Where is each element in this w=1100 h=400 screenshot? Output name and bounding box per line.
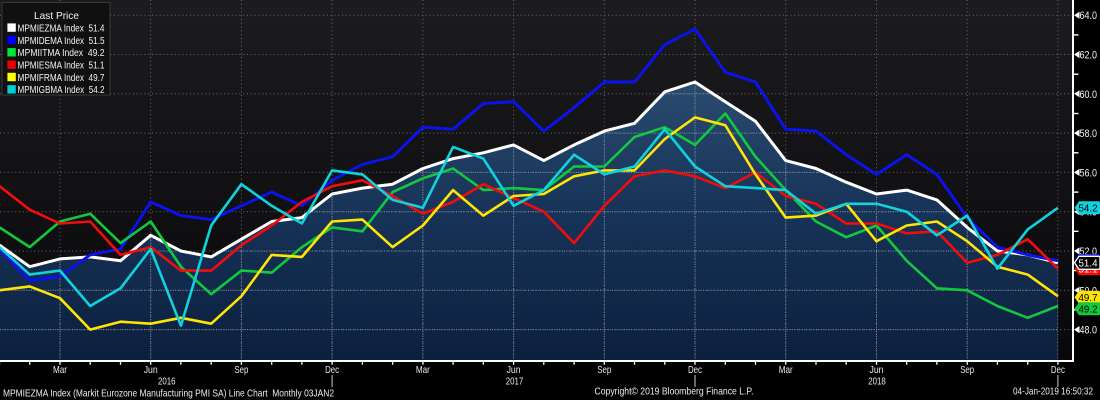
svg-text:64.0: 64.0 xyxy=(1080,10,1098,22)
svg-text:2016: 2016 xyxy=(158,376,176,388)
svg-text:2017: 2017 xyxy=(506,376,524,388)
svg-text:Mar: Mar xyxy=(779,364,793,376)
svg-text:56.0: 56.0 xyxy=(1080,167,1098,179)
svg-text:48.0: 48.0 xyxy=(1080,325,1098,337)
svg-text:Dec: Dec xyxy=(1051,364,1065,376)
svg-text:Jun: Jun xyxy=(144,364,158,376)
svg-text:Sep: Sep xyxy=(960,364,974,376)
svg-text:Last Price: Last Price xyxy=(34,10,79,22)
svg-text:58.0: 58.0 xyxy=(1080,128,1098,140)
svg-text:Copyright© 2019 Bloomberg Fina: Copyright© 2019 Bloomberg Finance L.P. xyxy=(595,386,754,398)
svg-text:MPMIEZMA Index (Markit Eurozon: MPMIEZMA Index (Markit Eurozone Manufact… xyxy=(3,388,334,400)
svg-text:49.7: 49.7 xyxy=(1079,292,1098,304)
svg-text:MPMIFRMA Index 49.7: MPMIFRMA Index 49.7 xyxy=(18,73,105,84)
svg-text:MPMIEZMA Index 51.4: MPMIEZMA Index 51.4 xyxy=(18,23,105,34)
svg-text:04-Jan-2019 16:50:32: 04-Jan-2019 16:50:32 xyxy=(1013,386,1093,398)
svg-text:62.0: 62.0 xyxy=(1080,50,1098,62)
svg-text:Jun: Jun xyxy=(870,364,884,376)
svg-text:MPMIITMA Index 49.2: MPMIITMA Index 49.2 xyxy=(18,48,105,59)
svg-text:Dec: Dec xyxy=(325,364,339,376)
svg-text:60.0: 60.0 xyxy=(1080,89,1098,101)
svg-text:Dec: Dec xyxy=(688,364,702,376)
svg-text:51.4: 51.4 xyxy=(1079,258,1098,270)
svg-text:49.2: 49.2 xyxy=(1079,304,1098,316)
svg-text:54.2: 54.2 xyxy=(1079,203,1098,215)
svg-text:Sep: Sep xyxy=(234,364,248,376)
svg-text:2018: 2018 xyxy=(868,376,886,388)
svg-text:MPMIESMA Index 51.1: MPMIESMA Index 51.1 xyxy=(18,60,105,71)
svg-text:Sep: Sep xyxy=(597,364,611,376)
svg-text:Mar: Mar xyxy=(53,364,67,376)
svg-text:Jun: Jun xyxy=(507,364,521,376)
svg-text:MPMIGBMA Index 54.2: MPMIGBMA Index 54.2 xyxy=(18,85,105,96)
svg-text:Mar: Mar xyxy=(416,364,430,376)
svg-text:MPMIDEMA Index 51.5: MPMIDEMA Index 51.5 xyxy=(18,36,105,47)
